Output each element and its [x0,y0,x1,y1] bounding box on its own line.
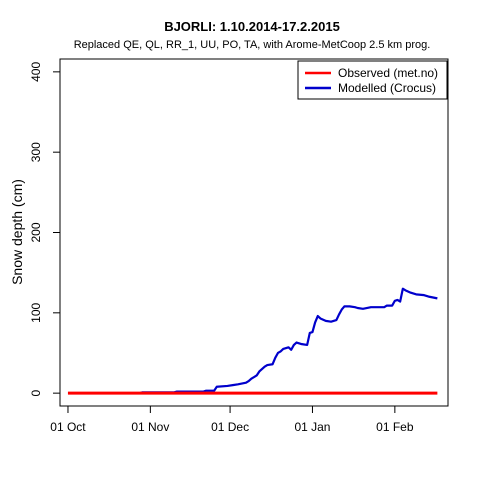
legend: Observed (met.no) Modelled (Crocus) [297,60,448,100]
chart-title: BJORLI: 1.10.2014-17.2.2015 [164,19,340,34]
plot-area [59,58,449,407]
series-layer [67,287,438,395]
y-tick-label: 300 [29,142,43,162]
legend-label-modelled: Modelled (Crocus) [338,81,436,95]
x-axis: 01 Oct 01 Nov 01 Dec 01 Jan 01 Feb [50,406,414,434]
y-axis-title: Snow depth (cm) [9,179,25,285]
y-tick-label: 400 [29,62,43,82]
chart-subtitle: Replaced QE, QL, RR_1, UU, PO, TA, with … [74,39,431,51]
x-tick-label: 01 Dec [211,420,249,434]
x-tick-label: 01 Jan [294,420,330,434]
legend-label-observed: Observed (met.no) [338,66,438,80]
y-tick-label: 0 [29,389,43,396]
legend-box [297,60,448,100]
y-tick-label: 200 [29,222,43,242]
y-axis: 0 100 200 300 400 [29,62,60,396]
x-tick-label: 01 Oct [50,420,86,434]
y-tick-label: 100 [29,302,43,322]
x-tick-label: 01 Feb [376,420,414,434]
x-tick-label: 01 Nov [131,420,169,434]
series-line-modelled-crocus [67,287,438,395]
